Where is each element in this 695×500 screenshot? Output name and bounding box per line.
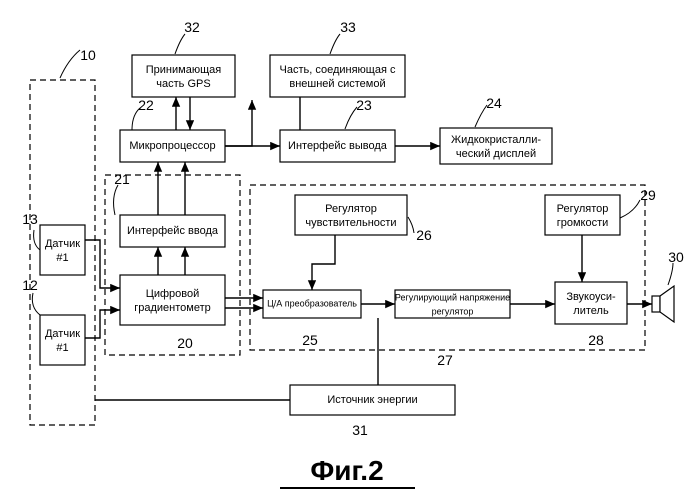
- da-number: 25: [302, 332, 318, 348]
- spk-number: 30: [668, 249, 684, 265]
- gps-label2: часть GPS: [156, 78, 210, 90]
- sensor2-number: 12: [22, 277, 38, 293]
- sensor1-box: [40, 225, 85, 275]
- gps-number: 32: [184, 19, 200, 35]
- power-number: 31: [352, 422, 368, 438]
- sensors-group-number: 10: [80, 47, 96, 63]
- da-label: Ц/А преобразователь: [267, 298, 357, 308]
- vol-number: 29: [640, 187, 656, 203]
- sensor2-label1: Датчик: [45, 328, 80, 340]
- sens-label1: Регулятор: [325, 203, 377, 215]
- cpu-number: 22: [138, 97, 154, 113]
- vol-label1: Регулятор: [557, 203, 609, 215]
- sensor1-label1: Датчик: [45, 238, 80, 250]
- lcd-number: 24: [486, 95, 502, 111]
- power-label: Источник энергии: [327, 394, 417, 406]
- grad-label2: градиентометр: [134, 302, 211, 314]
- grad-number: 20: [177, 335, 193, 351]
- ext-number: 33: [340, 19, 356, 35]
- figure-caption: Фиг.2: [310, 455, 383, 486]
- sens-number: 26: [416, 227, 432, 243]
- amp-label1: Звукоуси-: [566, 291, 616, 303]
- amp-label2: литель: [573, 305, 609, 317]
- cpu-label: Микропроцессор: [129, 140, 215, 152]
- ext-box: [270, 55, 405, 97]
- speaker-icon: [652, 286, 674, 322]
- gps-box: [132, 55, 235, 97]
- vol-label2: громкости: [557, 217, 609, 229]
- volt-label1: Регулирующий напряжение: [395, 292, 510, 302]
- iface_in-label: Интерфейс ввода: [127, 225, 219, 237]
- iface_in-number: 21: [114, 171, 130, 187]
- ext-label1: Часть, соединяющая с: [280, 64, 396, 76]
- sens-label2: чувствительности: [305, 217, 396, 229]
- gps-label1: Принимающая: [146, 64, 221, 76]
- amp-number: 28: [588, 332, 604, 348]
- lcd-label1: Жидкокристалли-: [451, 134, 541, 146]
- processing-group: [105, 175, 240, 355]
- lcd-label2: ческий дисплей: [456, 148, 536, 160]
- iface_out-label: Интерфейс вывода: [288, 140, 388, 152]
- vol-box: [545, 195, 620, 235]
- ext-label2: внешней системой: [289, 78, 385, 90]
- sens-box: [295, 195, 407, 235]
- grad-label1: Цифровой: [146, 288, 200, 300]
- iface_out-number: 23: [356, 97, 372, 113]
- sensor2-box: [40, 315, 85, 365]
- grad-box: [120, 275, 225, 325]
- volt-number: 27: [437, 352, 453, 368]
- volt-label2: регулятор: [432, 306, 474, 316]
- sensor2-label2: #1: [56, 342, 68, 354]
- sensor1-label2: #1: [56, 252, 68, 264]
- sensor1-number: 13: [22, 211, 38, 227]
- amp-box: [555, 282, 627, 324]
